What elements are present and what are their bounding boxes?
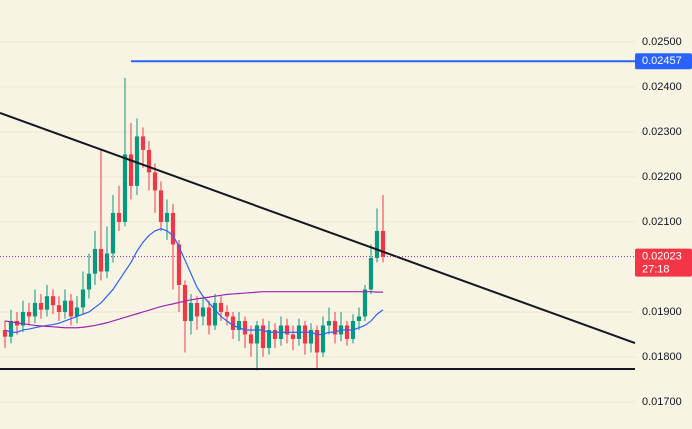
candle-body [374,230,380,258]
candle-body [32,302,38,317]
candle-body [356,316,362,321]
candle-body [44,296,50,310]
candle-body [152,172,158,191]
candle-body [260,325,266,348]
candle-body [56,305,62,312]
candle-body [266,329,272,348]
candle-body [50,296,56,306]
candle-body [62,300,68,312]
candle-body [194,302,200,317]
candle-body [320,325,326,353]
candle-body [302,325,308,344]
y-tick-label: 0.01900 [642,306,682,318]
candle-body [362,289,368,317]
drawn-line [0,112,636,344]
candle-body [38,302,44,310]
candle-body [206,307,212,326]
candle-body [2,329,8,337]
candle-body [116,212,122,222]
candle-body [86,273,92,290]
candle-body [110,212,116,254]
y-tick-label: 0.02500 [642,36,682,48]
candle-body [272,329,278,339]
y-tick-label: 0.01800 [642,351,682,363]
price-tag-label: 0.02023 [642,250,682,262]
candle-body [332,320,338,335]
candle-body [122,154,128,222]
candle-body [164,212,170,222]
price-tag-label: 0.02457 [642,55,682,67]
countdown-label: 27:18 [642,263,670,275]
moving-average [4,228,384,336]
candle-body [26,311,32,317]
y-tick-label: 0.02200 [642,171,682,183]
candle-body [104,253,110,272]
candle-body [158,190,164,222]
candle-body [170,212,176,245]
price-tag [635,53,692,70]
candle-body [218,302,224,312]
candle-body [284,325,290,335]
price-tag [635,248,692,277]
candle-body [242,320,248,335]
candle-body [128,154,134,186]
candle-body [8,320,14,337]
candle-body [188,302,194,321]
candle-body [134,136,140,186]
candle-body [380,230,386,257]
candle-body [80,289,86,308]
y-tick-label: 0.02300 [642,126,682,138]
candle-body [20,311,26,326]
candle-body [368,257,374,290]
candle-body [92,248,98,274]
candle-body [182,284,188,321]
candle-body [176,244,182,285]
y-tick-label: 0.01700 [642,396,682,408]
candle-body [146,149,152,173]
candle-body [200,307,206,317]
moving-average [4,291,383,329]
candle-body [326,320,332,326]
candle-body [290,334,296,339]
candle-body [74,307,80,317]
candle-body [254,325,260,344]
candle-body [224,311,230,317]
candle-body [98,248,104,272]
candle-body [308,329,314,344]
candle-body [230,316,236,330]
y-tick-label: 0.02400 [642,81,682,93]
candle-body [140,136,146,150]
candle-body [314,329,320,353]
candle-body [68,300,74,317]
candle-body [212,302,218,326]
candle-body [236,320,242,330]
candle-body [248,334,254,344]
candle-body [344,325,350,339]
y-tick-label: 0.02100 [642,216,682,228]
